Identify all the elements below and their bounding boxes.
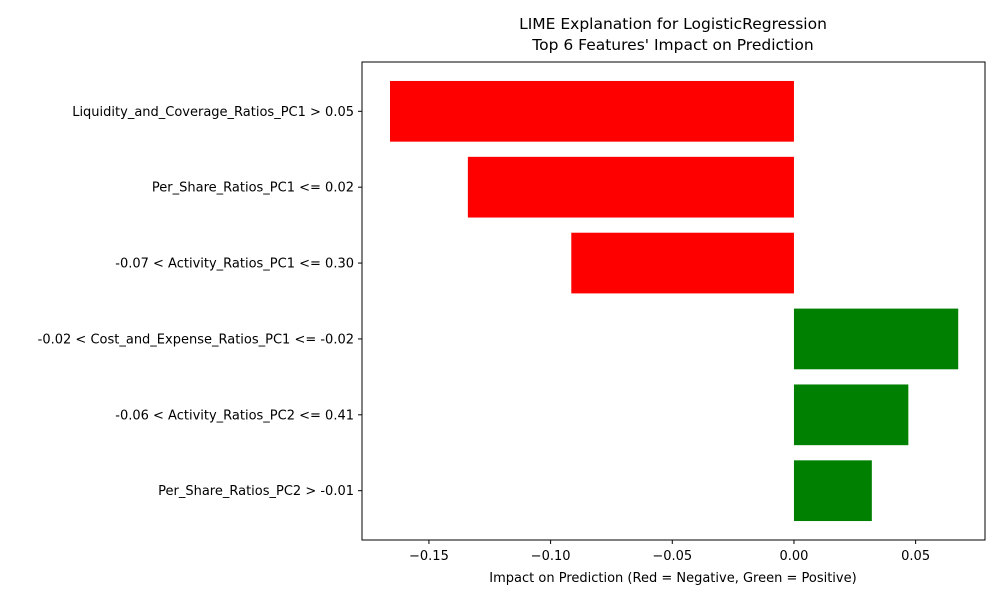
bar-1 <box>389 80 794 142</box>
bar-5 <box>793 384 909 446</box>
category-label-5: -0.06 < Activity_Ratios_PC2 <= 0.41 <box>115 408 354 423</box>
chart-title-line2: Top 6 Features' Impact on Prediction <box>531 36 813 54</box>
category-label-3: -0.07 < Activity_Ratios_PC1 <= 0.30 <box>115 257 354 272</box>
x-tick-label: 0.05 <box>901 549 930 564</box>
category-label-2: Per_Share_Ratios_PC1 <= 0.02 <box>152 181 354 196</box>
x-tick-label: −0.05 <box>652 549 692 564</box>
x-axis-label: Impact on Prediction (Red = Negative, Gr… <box>489 571 856 586</box>
category-label-1: Liquidity_and_Coverage_Ratios_PC1 > 0.05 <box>72 105 354 120</box>
category-label-4: -0.02 < Cost_and_Expense_Ratios_PC1 <= -… <box>38 332 354 347</box>
plot-frame <box>361 61 986 541</box>
x-ticks-group: −0.15 −0.10 −0.05 0.00 0.05 <box>409 540 930 564</box>
bar-2 <box>467 156 794 218</box>
chart-title-line1: LIME Explanation for LogisticRegression <box>519 15 827 33</box>
bar-4 <box>793 308 959 370</box>
bar-6 <box>793 460 872 522</box>
x-tick-label: −0.15 <box>409 549 449 564</box>
category-labels-group: Liquidity_and_Coverage_Ratios_PC1 > 0.05… <box>38 105 362 499</box>
category-label-6: Per_Share_Ratios_PC2 > -0.01 <box>158 484 354 499</box>
bars-group <box>389 80 959 522</box>
x-tick-label: −0.10 <box>531 549 571 564</box>
x-tick-label: 0.00 <box>779 549 808 564</box>
bar-3 <box>571 232 794 294</box>
